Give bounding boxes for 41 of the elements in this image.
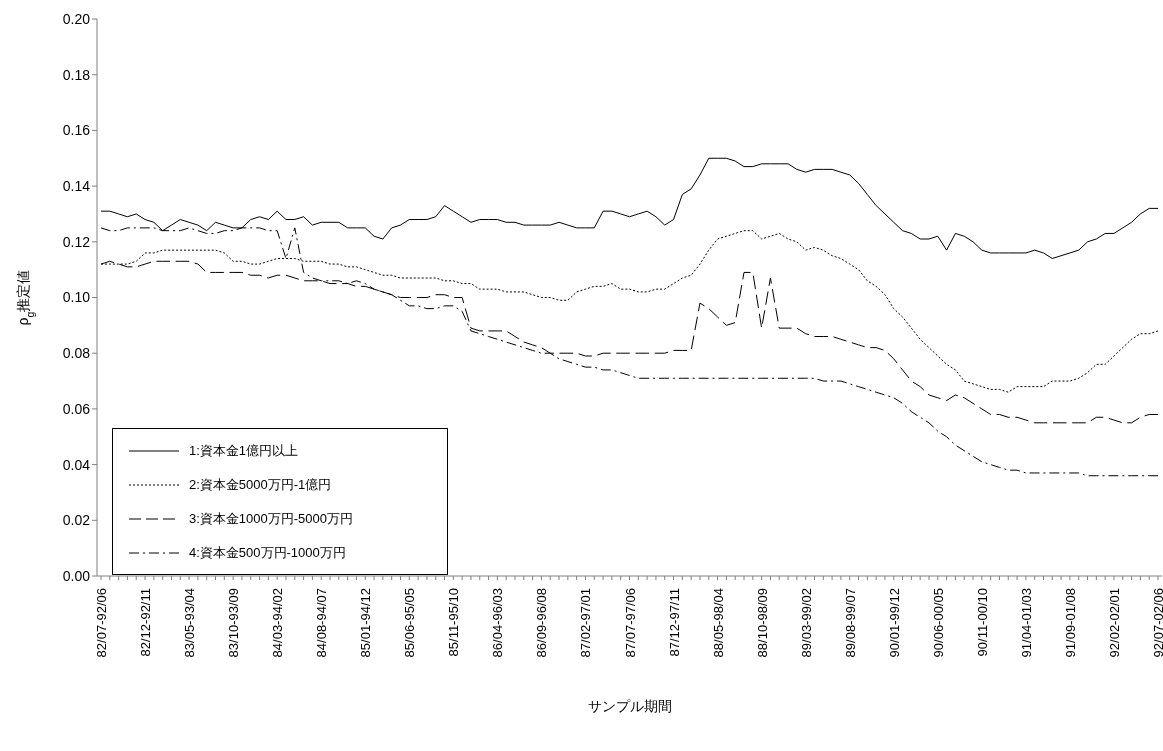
y-tick-label: 0.06 (62, 400, 91, 417)
x-tick-label: 86/09-96/08 (534, 588, 550, 658)
y-tick-label: 0.12 (62, 233, 91, 250)
x-tick-label: 92/07-02/06 (1151, 588, 1163, 658)
x-tick-label: 82/12-92/11 (138, 588, 154, 657)
x-tick-label: 91/04-01/03 (1018, 588, 1034, 658)
x-tick-label: 85/11-95/10 (446, 588, 462, 657)
x-tick-label: 87/07-97/06 (622, 588, 638, 658)
x-tick-label: 83/05-93/04 (182, 588, 198, 658)
x-tick-label: 83/10-93/09 (226, 588, 242, 658)
x-tick-label: 82/07-92/06 (94, 588, 109, 658)
y-tick-label: 0.08 (62, 345, 91, 362)
y-tick-label: 0.04 (62, 456, 91, 473)
x-tick-label: 86/04-96/03 (490, 588, 506, 658)
x-tick-label: 89/08-99/07 (842, 588, 858, 658)
x-tick-label: 91/09-01/08 (1062, 588, 1078, 658)
x-axis-title: サンプル期間 (587, 698, 672, 714)
x-tick-label: 90/11-00/10 (974, 588, 990, 657)
x-tick-label: 88/05-98/04 (710, 588, 726, 658)
y-tick-label: 0.20 (62, 10, 91, 27)
y-tick-label: 0.16 (62, 122, 91, 139)
legend-label: 4:資本金500万円-1000万円 (189, 544, 346, 562)
y-tick-label: 0.18 (62, 66, 91, 83)
x-tick-label: 88/10-98/09 (754, 588, 770, 658)
x-tick-label: 89/03-99/02 (798, 588, 814, 658)
x-tick-label: 92/02-02/01 (1106, 588, 1122, 658)
y-tick-label: 0.14 (62, 178, 91, 195)
x-tick-label: 87/12-97/11 (666, 588, 682, 657)
x-tick-label: 85/06-95/05 (402, 588, 418, 658)
y-tick-label: 0.10 (62, 289, 91, 306)
x-tick-label: 90/01-99/12 (886, 588, 902, 658)
x-tick-label: 90/06-00/05 (930, 588, 946, 658)
x-tick-label: 84/03-94/02 (270, 588, 286, 658)
legend-label: 1:資本金1億円以上 (189, 442, 299, 460)
x-tick-label: 87/02-97/01 (578, 588, 594, 658)
x-tick-label: 85/01-94/12 (358, 588, 374, 658)
legend-label: 3:資本金1000万円-5000万円 (189, 510, 354, 528)
y-tick-label: 0.02 (62, 512, 91, 529)
x-tick-label: 84/08-94/07 (314, 588, 330, 658)
y-tick-label: 0.00 (62, 567, 91, 584)
legend-label: 2:資本金5000万円-1億円 (189, 476, 332, 494)
